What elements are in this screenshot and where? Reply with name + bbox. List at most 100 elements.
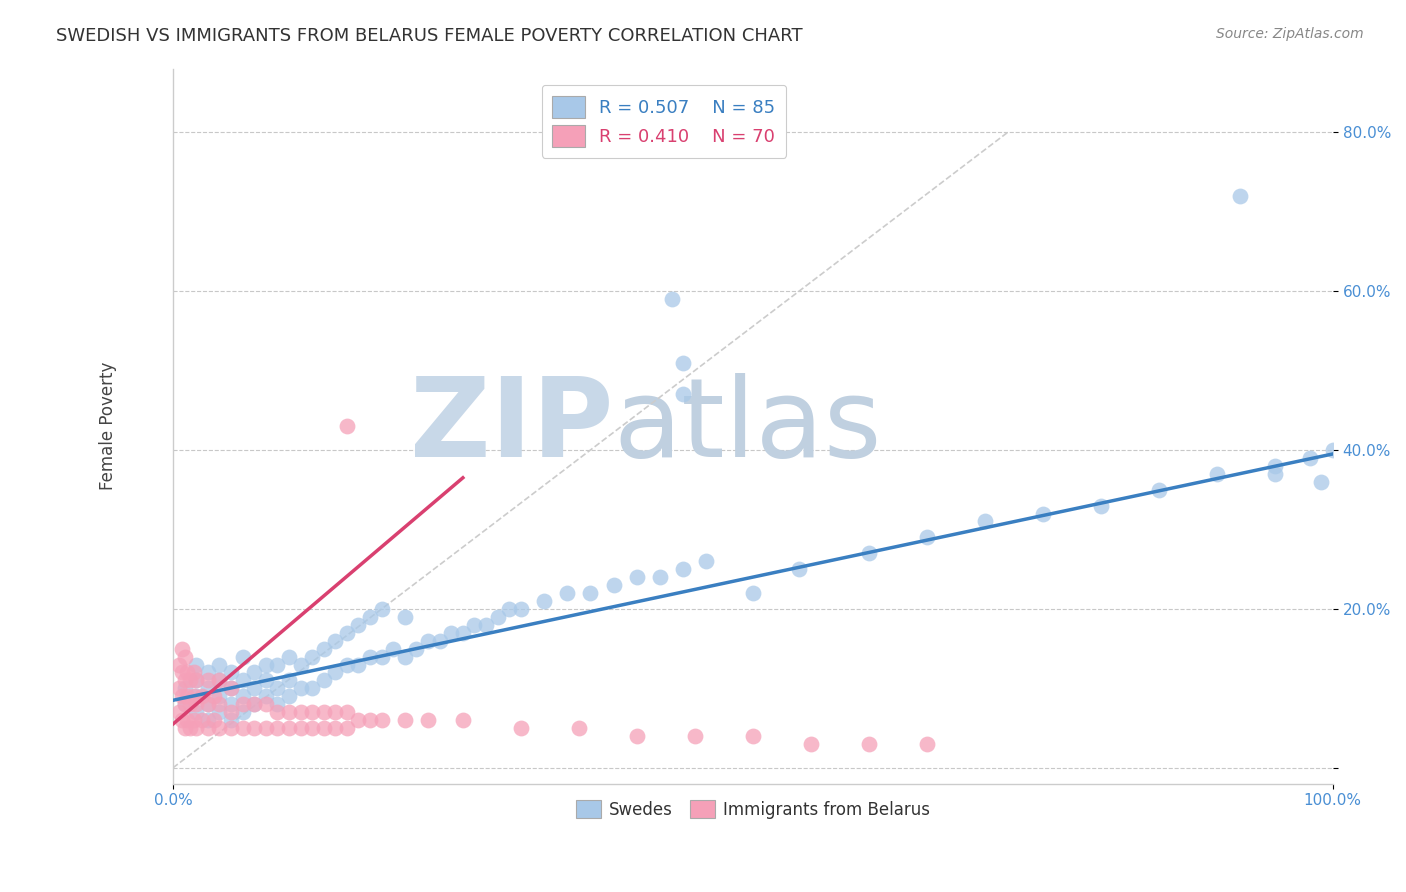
Point	[173, 673, 195, 688]
Point	[858, 546, 880, 560]
Point	[243, 698, 266, 712]
Point	[208, 721, 231, 735]
Point	[359, 610, 381, 624]
Point	[184, 705, 207, 719]
Point	[184, 690, 207, 704]
Point	[167, 681, 190, 696]
Point	[370, 649, 392, 664]
Point	[179, 698, 201, 712]
Point	[323, 705, 346, 719]
Point	[277, 721, 299, 735]
Point	[1229, 188, 1251, 202]
Point	[1310, 475, 1333, 489]
Point	[498, 602, 520, 616]
Point	[183, 713, 205, 727]
Point	[208, 673, 231, 688]
Point	[243, 721, 266, 735]
Point	[231, 690, 253, 704]
Point	[173, 649, 195, 664]
Point	[555, 586, 578, 600]
Point	[191, 713, 214, 727]
Point	[243, 681, 266, 696]
Point	[191, 690, 214, 704]
Point	[1032, 507, 1054, 521]
Point	[219, 721, 242, 735]
Point	[382, 641, 405, 656]
Point	[172, 690, 194, 704]
Point	[172, 713, 194, 727]
Point	[208, 657, 231, 672]
Point	[183, 665, 205, 680]
Text: SWEDISH VS IMMIGRANTS FROM BELARUS FEMALE POVERTY CORRELATION CHART: SWEDISH VS IMMIGRANTS FROM BELARUS FEMAL…	[56, 27, 803, 45]
Point	[219, 705, 242, 719]
Point	[266, 681, 288, 696]
Point	[509, 721, 531, 735]
Point	[301, 649, 323, 664]
Point	[1322, 442, 1344, 457]
Point	[197, 665, 219, 680]
Point	[167, 657, 190, 672]
Point	[440, 625, 463, 640]
Point	[219, 698, 242, 712]
Point	[312, 721, 335, 735]
Point	[336, 625, 359, 640]
Point	[451, 713, 474, 727]
Point	[243, 698, 266, 712]
Point	[254, 690, 277, 704]
Point	[1264, 467, 1286, 481]
Text: Source: ZipAtlas.com: Source: ZipAtlas.com	[1216, 27, 1364, 41]
Point	[172, 665, 194, 680]
Point	[266, 698, 288, 712]
Point	[254, 721, 277, 735]
Point	[173, 698, 195, 712]
Point	[312, 705, 335, 719]
Point	[290, 657, 312, 672]
Point	[579, 586, 602, 600]
Point	[290, 705, 312, 719]
Point	[533, 594, 555, 608]
Point	[323, 721, 346, 735]
Point	[197, 698, 219, 712]
Point	[359, 649, 381, 664]
Point	[672, 387, 695, 401]
Point	[915, 530, 938, 544]
Point	[208, 673, 231, 688]
Point	[359, 713, 381, 727]
Point	[741, 729, 763, 743]
Point	[648, 570, 671, 584]
Point	[172, 641, 194, 656]
Point	[266, 705, 288, 719]
Point	[347, 713, 370, 727]
Point	[429, 633, 451, 648]
Point	[509, 602, 531, 616]
Point	[323, 633, 346, 648]
Point	[405, 641, 427, 656]
Point	[197, 698, 219, 712]
Point	[787, 562, 810, 576]
Point	[184, 673, 207, 688]
Point	[915, 737, 938, 751]
Point	[973, 515, 995, 529]
Text: atlas: atlas	[613, 373, 882, 480]
Point	[208, 698, 231, 712]
Point	[301, 681, 323, 696]
Point	[184, 698, 207, 712]
Point	[179, 673, 201, 688]
Point	[336, 721, 359, 735]
Point	[475, 617, 498, 632]
Point	[323, 665, 346, 680]
Point	[336, 657, 359, 672]
Point	[301, 705, 323, 719]
Point	[683, 729, 706, 743]
Point	[254, 673, 277, 688]
Point	[312, 641, 335, 656]
Point	[173, 721, 195, 735]
Point	[176, 665, 198, 680]
Point	[672, 562, 695, 576]
Point	[695, 554, 717, 568]
Point	[290, 681, 312, 696]
Point	[290, 721, 312, 735]
Point	[167, 705, 190, 719]
Point	[266, 657, 288, 672]
Point	[568, 721, 591, 735]
